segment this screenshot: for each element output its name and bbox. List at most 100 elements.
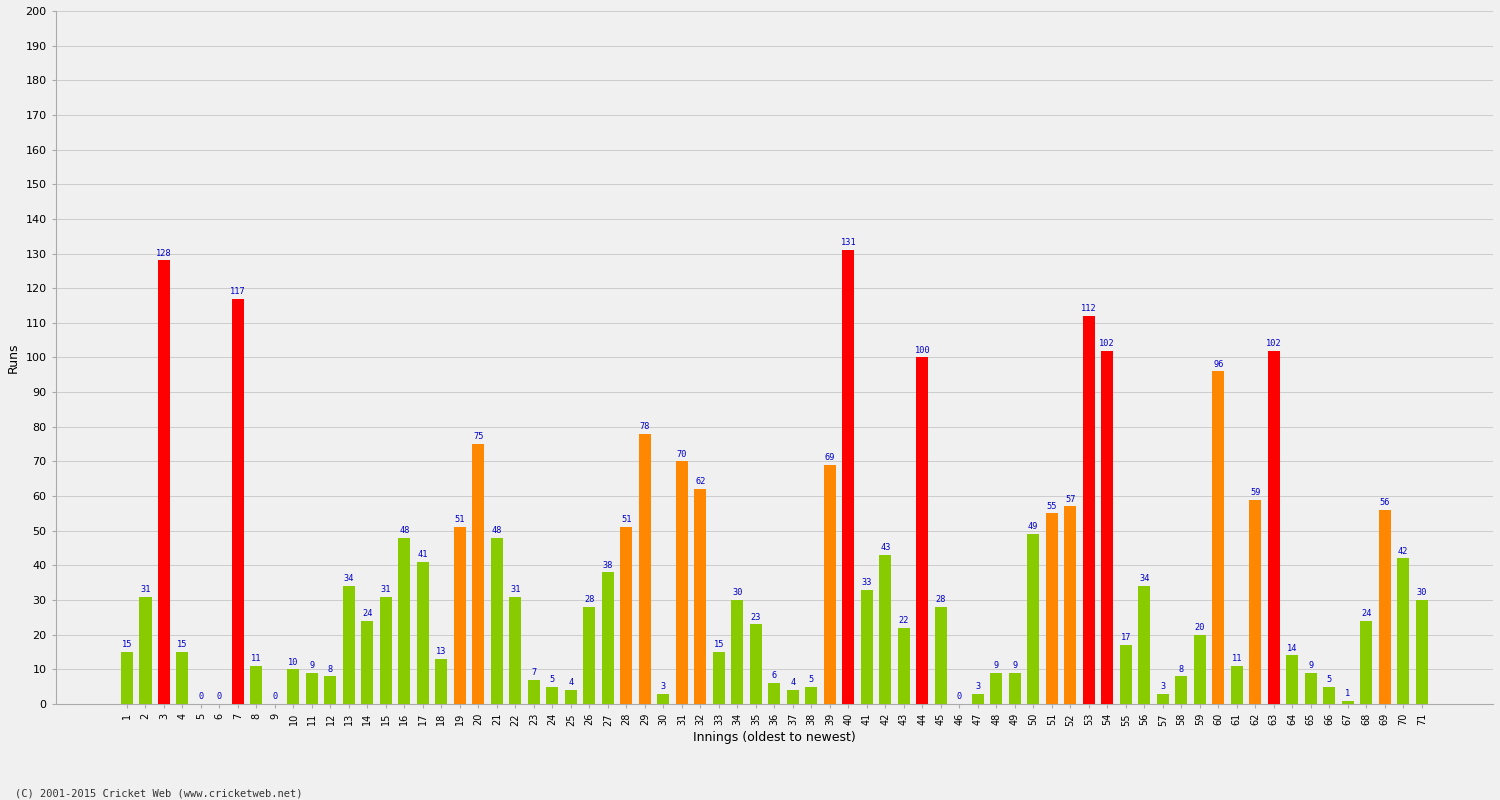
Text: 78: 78 (639, 422, 650, 431)
X-axis label: Innings (oldest to newest): Innings (oldest to newest) (693, 731, 855, 744)
Bar (140, 597, 152, 704)
Text: 10: 10 (288, 658, 298, 666)
Text: 28: 28 (936, 595, 946, 604)
Text: 56: 56 (1380, 498, 1390, 507)
Bar (972, 694, 984, 704)
Bar (435, 659, 447, 704)
Text: 15: 15 (177, 640, 188, 650)
Text: 24: 24 (1360, 609, 1371, 618)
Bar (824, 465, 836, 704)
Text: 3: 3 (1160, 682, 1166, 691)
Text: 3: 3 (975, 682, 981, 691)
Text: 34: 34 (344, 574, 354, 583)
Bar (584, 607, 596, 704)
Text: 11: 11 (251, 654, 261, 663)
Text: 20: 20 (1194, 623, 1204, 632)
Bar (788, 690, 800, 704)
Bar (1010, 673, 1022, 704)
Text: 51: 51 (621, 515, 632, 525)
Bar (472, 444, 484, 704)
Bar (566, 690, 578, 704)
Bar (362, 621, 374, 704)
Text: 9: 9 (1308, 661, 1314, 670)
Bar (1305, 673, 1317, 704)
Text: 30: 30 (732, 588, 742, 598)
Bar (510, 597, 522, 704)
Bar (694, 489, 706, 704)
Bar (380, 597, 392, 704)
Text: 11: 11 (1232, 654, 1242, 663)
Text: 7: 7 (531, 668, 537, 677)
Text: 22: 22 (898, 616, 909, 625)
Bar (806, 686, 818, 704)
Text: 62: 62 (694, 478, 705, 486)
Text: 128: 128 (156, 249, 172, 258)
Text: 17: 17 (1120, 634, 1131, 642)
Bar (158, 261, 170, 704)
Bar (1028, 534, 1039, 704)
Bar (490, 538, 502, 704)
Text: 9: 9 (309, 661, 315, 670)
Bar (676, 462, 688, 704)
Bar (1286, 655, 1298, 704)
Text: 9: 9 (993, 661, 999, 670)
Bar (602, 572, 613, 704)
Text: 5: 5 (808, 675, 814, 684)
Text: 33: 33 (861, 578, 871, 587)
Bar (528, 680, 540, 704)
Text: 48: 48 (492, 526, 502, 535)
Bar (990, 673, 1002, 704)
Bar (1250, 499, 1262, 704)
Text: 117: 117 (230, 286, 246, 296)
Text: 24: 24 (362, 609, 372, 618)
Text: 131: 131 (840, 238, 856, 247)
Bar (1101, 350, 1113, 704)
Text: 38: 38 (603, 561, 613, 570)
Bar (288, 670, 300, 704)
Text: 51: 51 (454, 515, 465, 525)
Bar (934, 607, 946, 704)
Text: 49: 49 (1028, 522, 1038, 531)
Bar (1138, 586, 1150, 704)
Text: 57: 57 (1065, 494, 1076, 504)
Bar (1046, 514, 1058, 704)
Text: 69: 69 (825, 453, 836, 462)
Bar (879, 555, 891, 704)
Bar (916, 358, 928, 704)
Bar (861, 590, 873, 704)
Text: 31: 31 (140, 585, 150, 594)
Bar (1176, 676, 1188, 704)
Bar (732, 600, 744, 704)
Bar (454, 527, 466, 704)
Bar (712, 652, 724, 704)
Bar (1378, 510, 1390, 704)
Text: 3: 3 (662, 682, 666, 691)
Text: 112: 112 (1082, 304, 1096, 313)
Text: 8: 8 (1179, 665, 1184, 674)
Bar (177, 652, 189, 704)
Bar (1083, 316, 1095, 704)
Text: 15: 15 (714, 640, 724, 650)
Text: 28: 28 (584, 595, 594, 604)
Bar (1341, 701, 1353, 704)
Text: 42: 42 (1398, 546, 1408, 556)
Text: 31: 31 (510, 585, 520, 594)
Bar (417, 562, 429, 704)
Text: 4: 4 (790, 678, 795, 687)
Bar (232, 298, 244, 704)
Text: 23: 23 (750, 613, 760, 622)
Text: 1: 1 (1346, 689, 1350, 698)
Text: 102: 102 (1100, 338, 1114, 348)
Text: 34: 34 (1138, 574, 1149, 583)
Bar (1416, 600, 1428, 704)
Bar (621, 527, 633, 704)
Y-axis label: Runs: Runs (8, 342, 20, 373)
Bar (306, 673, 318, 704)
Text: 6: 6 (771, 671, 777, 681)
Text: (C) 2001-2015 Cricket Web (www.cricketweb.net): (C) 2001-2015 Cricket Web (www.cricketwe… (15, 789, 303, 798)
Text: 5: 5 (550, 675, 555, 684)
Text: 70: 70 (676, 450, 687, 458)
Bar (639, 434, 651, 704)
Bar (1120, 645, 1132, 704)
Bar (251, 666, 262, 704)
